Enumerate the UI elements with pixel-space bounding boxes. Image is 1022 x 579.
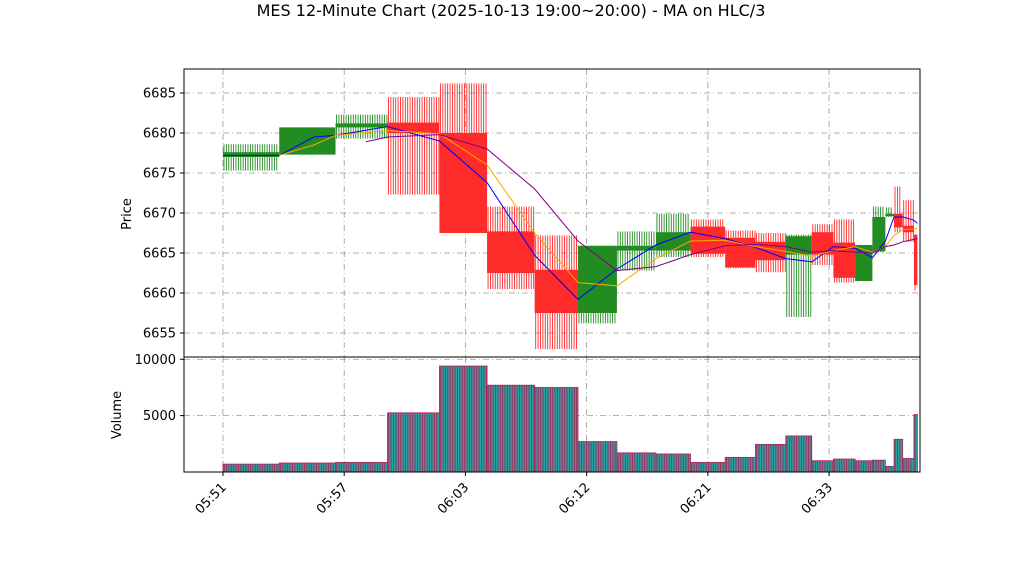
volume-bar	[534, 387, 579, 473]
volume-bars	[222, 365, 918, 473]
price-tick-label: 6675	[143, 167, 176, 182]
candle-body	[885, 213, 895, 217]
price-tick-label: 6655	[143, 327, 176, 342]
volume-bar	[278, 462, 336, 473]
candle	[811, 224, 834, 265]
candle-body	[913, 234, 918, 285]
volume-bar	[893, 438, 904, 473]
price-ma-lines	[223, 126, 918, 301]
candle-body	[387, 122, 440, 133]
volume-bar	[690, 462, 726, 473]
ma-line	[223, 126, 918, 301]
volume-bar	[724, 456, 756, 473]
price-tick-label: 6665	[143, 247, 176, 262]
candle	[894, 186, 903, 233]
x-axis-ticks: 05:51 05:57 06:03 06:12 06:21 06:33	[193, 472, 836, 517]
volume-bar	[884, 465, 895, 473]
x-tick-label: 06:03	[435, 480, 472, 517]
volume-bar	[902, 458, 915, 473]
candle	[913, 234, 918, 291]
candle-body	[577, 245, 617, 313]
price-tick-label: 6660	[143, 287, 176, 302]
candle	[785, 234, 812, 317]
price-tick-label: 6685	[143, 87, 176, 102]
candle	[725, 230, 756, 269]
price-tick-label: 6680	[143, 127, 176, 142]
volume-bar	[439, 365, 488, 473]
volume-bar	[913, 414, 918, 473]
volume-panel-frame	[183, 356, 921, 473]
candle-body	[811, 232, 834, 255]
x-tick-label: 06:33	[799, 480, 836, 517]
candle	[655, 213, 691, 257]
candle-body	[616, 245, 656, 251]
x-tick-label: 06:12	[556, 480, 593, 517]
candle	[616, 231, 656, 271]
volume-bar	[616, 452, 657, 473]
chart-title: MES 12-Minute Chart (2025-10-13 19:00~20…	[257, 1, 766, 20]
candle	[487, 206, 535, 289]
volume-bar	[335, 462, 388, 473]
candle-body	[855, 245, 873, 281]
candle-body	[222, 152, 280, 157]
volume-bar	[833, 458, 856, 473]
candle	[902, 200, 914, 242]
candle	[872, 206, 886, 253]
candle	[222, 144, 280, 171]
candle-body	[487, 231, 535, 273]
price-axis-label: Price	[120, 198, 135, 230]
volume-tick-label: 5000	[143, 409, 176, 424]
volume-bar	[222, 463, 280, 473]
ma-line	[365, 134, 918, 272]
candle-body	[894, 213, 903, 228]
price-grid	[184, 69, 920, 357]
candle-body	[439, 133, 488, 233]
candle-body	[872, 217, 886, 252]
candle-body	[785, 236, 812, 255]
candle-body	[335, 123, 388, 128]
volume-bar	[871, 459, 886, 473]
x-tick-label: 06:21	[678, 480, 715, 517]
volume-tick-label: 10000	[135, 353, 176, 368]
candle	[885, 207, 895, 217]
candle-body	[534, 269, 578, 313]
x-tick-label: 05:57	[314, 480, 351, 517]
volume-axis-label: Volume	[110, 391, 125, 439]
candle-body	[655, 232, 691, 251]
volume-y-ticks: 5000 10000	[135, 353, 184, 424]
volume-bar	[387, 412, 440, 473]
ma-line	[279, 130, 918, 287]
volume-bar	[854, 460, 873, 473]
candle	[855, 245, 873, 281]
candle-body	[725, 237, 756, 268]
candle	[387, 97, 440, 195]
price-tick-label: 6670	[143, 207, 176, 222]
volume-bar	[811, 460, 834, 473]
price-candles	[222, 83, 918, 349]
volume-bar	[785, 435, 813, 473]
x-tick-label: 05:51	[193, 480, 230, 517]
price-y-ticks: 6655 6660 6665 6670 6675 6680 6685	[143, 87, 184, 342]
volume-bar	[486, 384, 536, 473]
candle	[439, 83, 488, 233]
volume-bar	[577, 441, 618, 473]
volume-bar	[755, 443, 787, 473]
volume-bar	[655, 453, 691, 473]
